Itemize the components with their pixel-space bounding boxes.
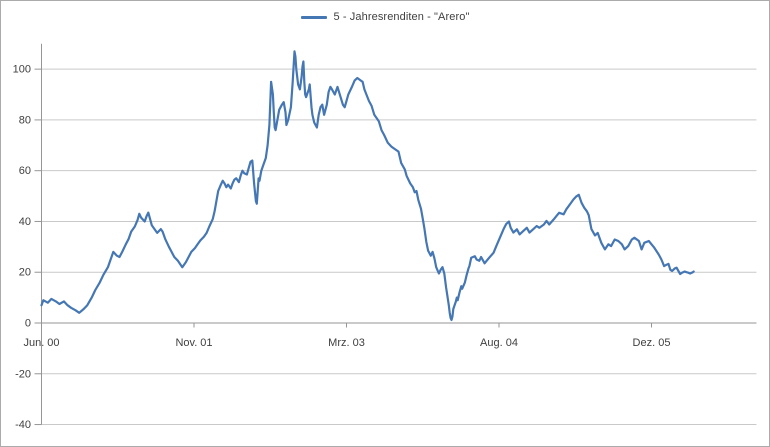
series-line [40,50,695,322]
y-tick-label: 80 [19,114,31,126]
y-tick-label: 0 [25,318,31,330]
y-tick-label: 60 [19,165,31,177]
x-tick-label: Dez. 05 [633,337,671,349]
y-tick-label: -40 [15,419,31,431]
x-tick-label: Nov. 01 [175,337,212,349]
y-tick-label: -20 [15,368,31,380]
y-tick-label: 40 [19,216,31,228]
y-tick-label: 100 [13,64,31,76]
legend-line-sample [300,15,327,19]
y-tick-label: 20 [19,267,31,279]
chart-legend: 5 - Jahresrenditen - "Arero" [1,11,769,23]
x-tick-label: Mrz. 03 [328,337,365,349]
x-tick-label: Aug. 04 [480,337,518,349]
x-tick-label: Jun. 00 [23,337,59,349]
legend-label: 5 - Jahresrenditen - "Arero" [333,11,470,23]
